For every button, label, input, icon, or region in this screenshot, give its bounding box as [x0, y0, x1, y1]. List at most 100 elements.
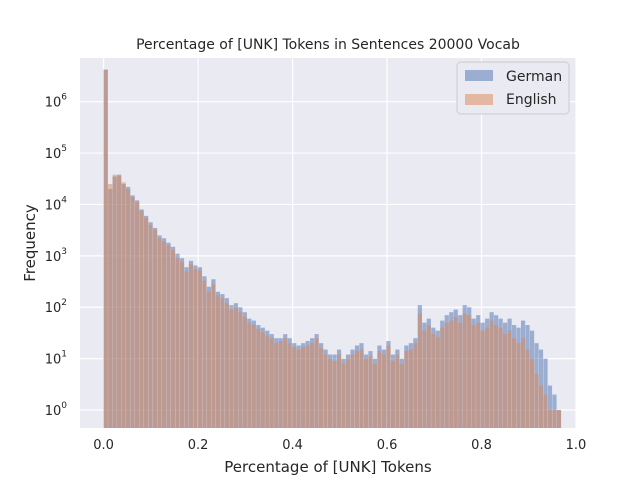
- bar-english: [489, 320, 494, 428]
- x-tick-label: 0.4: [282, 438, 303, 453]
- x-tick-label: 1.0: [566, 438, 587, 453]
- bar-english: [233, 307, 238, 428]
- bar-english: [229, 309, 234, 428]
- bar-english: [345, 358, 351, 428]
- bar-english: [323, 354, 328, 428]
- bar-english: [444, 322, 449, 428]
- bar-english: [287, 343, 292, 428]
- bar-english: [301, 346, 306, 428]
- bar-english: [242, 316, 247, 428]
- bar-english: [139, 210, 144, 428]
- bar-english: [274, 343, 279, 428]
- bar-english: [399, 363, 404, 428]
- bar-english: [292, 346, 297, 428]
- y-tick-label: 106: [45, 93, 68, 111]
- bar-english: [211, 284, 216, 428]
- bar-english: [417, 313, 422, 428]
- bar-english: [507, 330, 512, 428]
- bar-english: [224, 303, 229, 428]
- bar-english: [166, 245, 171, 428]
- bar-english: [206, 291, 212, 428]
- bar-english: [538, 385, 544, 428]
- y-tick-label: 101: [45, 350, 67, 368]
- bar-english: [372, 363, 378, 428]
- bar-english: [354, 351, 360, 428]
- bar-english: [188, 263, 194, 428]
- legend-label-german: German: [506, 69, 562, 85]
- bar-english: [332, 360, 337, 428]
- bar-english: [130, 196, 135, 428]
- x-tick-label: 0.8: [471, 438, 492, 453]
- bar-english: [117, 175, 122, 428]
- bar-english: [556, 410, 562, 428]
- bar-english: [305, 345, 310, 428]
- bar-english: [440, 327, 445, 428]
- bar-english: [310, 343, 315, 428]
- bar-english: [247, 322, 252, 428]
- bar-english: [126, 188, 131, 428]
- bar-english: [319, 348, 324, 428]
- bar-english: [152, 229, 158, 428]
- bar-english: [413, 343, 418, 428]
- bar-english: [256, 328, 261, 428]
- bar-english: [449, 320, 454, 428]
- bar-english: [341, 363, 346, 428]
- bar-english: [251, 325, 256, 428]
- legend-swatch-english: [465, 94, 493, 105]
- bar-english: [435, 337, 440, 428]
- bar-english: [453, 316, 458, 428]
- x-tick-label: 0.0: [93, 438, 114, 453]
- bar-english: [552, 410, 557, 428]
- bar-english: [359, 349, 364, 428]
- bar-english: [368, 356, 373, 428]
- bar-english: [265, 335, 270, 428]
- bar-english: [135, 202, 140, 428]
- y-tick-label: 104: [45, 195, 68, 213]
- bar-english: [350, 354, 355, 428]
- bar-english: [516, 343, 521, 428]
- bar-english: [511, 338, 517, 428]
- bar-english: [197, 270, 203, 428]
- bar-english: [215, 295, 220, 428]
- legend-swatch-german: [465, 70, 493, 81]
- bar-english: [170, 249, 176, 428]
- y-tick-label: 105: [45, 144, 67, 162]
- bar-english: [175, 258, 180, 428]
- bar-english: [458, 322, 463, 428]
- bar-english: [103, 69, 108, 428]
- bar-english: [498, 327, 503, 428]
- x-axis-label: Percentage of [UNK] Tokens: [224, 458, 432, 476]
- bar-english: [328, 358, 333, 428]
- bar-english: [462, 313, 467, 428]
- bar-english: [525, 349, 530, 428]
- bar-english: [278, 341, 283, 428]
- bar-english: [121, 182, 126, 428]
- legend-label-english: English: [506, 92, 557, 108]
- bar-english: [148, 224, 153, 428]
- bar-english: [467, 315, 472, 428]
- bar-english: [480, 330, 485, 428]
- bar-english: [543, 394, 548, 428]
- y-tick-label: 103: [45, 247, 67, 265]
- bar-english: [336, 354, 342, 428]
- bar-english: [471, 325, 476, 428]
- bar-english: [193, 269, 198, 428]
- bar-english: [377, 351, 382, 428]
- bar-english: [503, 334, 508, 428]
- bar-english: [144, 217, 149, 428]
- bar-english: [534, 374, 539, 428]
- x-tick-label: 0.2: [188, 438, 209, 453]
- bar-english: [390, 360, 396, 428]
- bar-english: [220, 298, 225, 428]
- bar-english: [494, 325, 499, 428]
- bar-english: [296, 349, 301, 428]
- bar-english: [520, 338, 526, 428]
- bar-german: [547, 385, 553, 428]
- bar-english: [386, 345, 391, 428]
- bar-english: [485, 327, 490, 428]
- bar-english: [157, 238, 162, 428]
- bar-english: [426, 325, 431, 428]
- bar-english: [112, 174, 117, 428]
